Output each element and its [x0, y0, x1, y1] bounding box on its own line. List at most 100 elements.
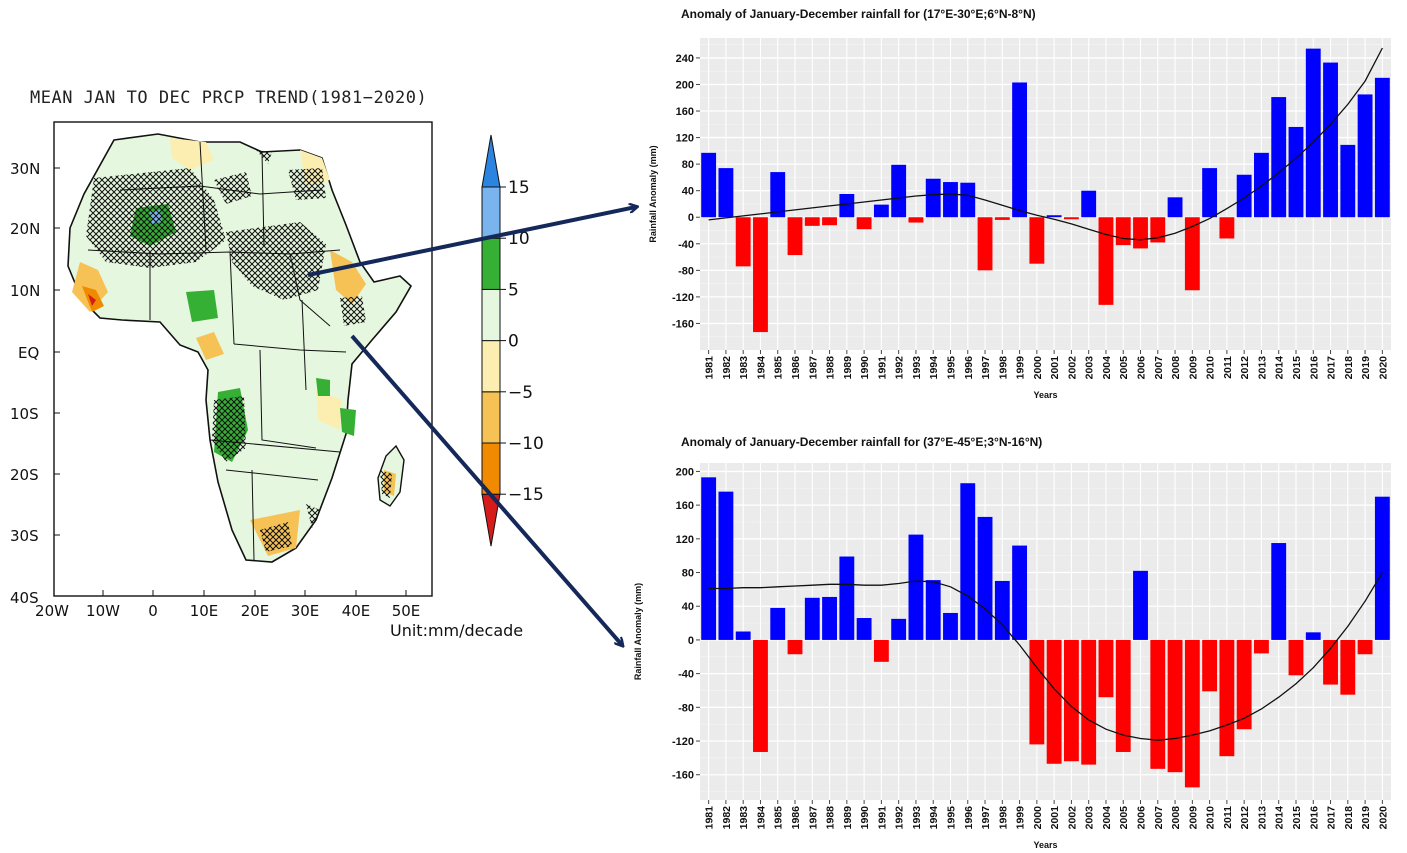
y-tick-label: 160 — [676, 106, 694, 118]
bar-1987 — [804, 217, 820, 226]
y-tick-label: 80 — [682, 568, 694, 580]
y-tick-label: 200 — [676, 79, 694, 91]
bar-1994 — [925, 178, 941, 218]
bar-1999 — [1012, 82, 1028, 218]
connector-arrows — [307, 207, 636, 645]
bar-2017 — [1323, 639, 1338, 685]
bar-1989 — [839, 556, 855, 640]
bar-1983 — [735, 217, 751, 267]
y-axis-label: Rainfall Anomaly (mm) — [648, 145, 658, 242]
chart-title: Anomaly of January-December rainfall for… — [681, 435, 1042, 449]
x-tick-label: 1992 — [894, 806, 906, 830]
y-tick-label: 40 — [682, 186, 694, 198]
wet-patch-center — [186, 290, 218, 322]
bar-1992 — [891, 164, 907, 218]
y-tick-label: -40 — [678, 239, 694, 251]
bar-1992 — [891, 618, 907, 640]
x-tick-label: 2015 — [1291, 356, 1303, 380]
x-tick-label: 1993 — [911, 806, 923, 830]
bar-1999 — [1012, 545, 1028, 640]
arrow-to-bottom-chart — [350, 334, 622, 645]
bar-1997 — [977, 516, 993, 640]
bar-1986 — [787, 639, 803, 655]
x-tick-label: 1990 — [859, 356, 871, 380]
x-tick-label: 2000 — [1032, 356, 1044, 380]
x-tick-label: 2019 — [1360, 806, 1372, 830]
x-tick-label: 1996 — [963, 806, 975, 830]
bar-1998 — [994, 217, 1010, 220]
x-tick-label: 1984 — [755, 356, 767, 380]
x-tick-label: 1998 — [997, 356, 1009, 380]
bar-2005 — [1115, 217, 1131, 246]
y-tick-label: -40 — [678, 669, 694, 681]
lat-label: 10N — [10, 282, 40, 300]
trend-line — [708, 47, 1383, 241]
y-tick-label: 200 — [676, 466, 694, 478]
x-axis-label: Years — [1033, 390, 1057, 400]
bar-1990 — [856, 217, 872, 230]
x-tick-label: 2017 — [1326, 356, 1338, 380]
x-tick-label: 1981 — [704, 806, 716, 830]
bar-2004 — [1098, 217, 1114, 305]
significance-hatching — [86, 150, 392, 552]
colorbar-label: 0 — [508, 332, 519, 352]
x-tick-label: 2002 — [1066, 806, 1078, 830]
bar-1981 — [701, 152, 717, 218]
bar-2009 — [1184, 639, 1200, 788]
y-tick-label: -80 — [678, 702, 694, 714]
bar-1982 — [718, 491, 734, 640]
y-tick-label: -160 — [672, 770, 694, 782]
bar-2019 — [1357, 639, 1373, 655]
x-tick-label: 1981 — [704, 356, 716, 380]
x-tick-label: 2006 — [1136, 806, 1148, 830]
bar-1984 — [753, 639, 768, 752]
x-tick-label: 1986 — [790, 356, 802, 380]
x-tick-label: 2000 — [1032, 806, 1044, 830]
anomaly-chart-horn-of-africa: Anomaly of January-December rainfall for… — [633, 435, 1391, 850]
bar-2020 — [1374, 496, 1390, 640]
x-tick-label: 1992 — [894, 356, 906, 380]
x-tick-label: 1995 — [945, 806, 957, 830]
x-tick-label: 2016 — [1308, 356, 1320, 380]
arrow-to-top-chart — [307, 207, 636, 277]
dry-patch-central — [196, 332, 224, 360]
x-tick-label: 1994 — [928, 806, 940, 830]
bar-1989 — [839, 194, 855, 218]
y-tick-label: 80 — [682, 159, 694, 171]
x-tick-label: 2009 — [1187, 356, 1199, 380]
bar-1988 — [822, 596, 837, 640]
bar-2001 — [1046, 639, 1062, 764]
x-tick-label: 1996 — [963, 356, 975, 380]
x-tick-label: 2014 — [1274, 806, 1286, 830]
bar-1987 — [804, 597, 820, 640]
x-tick-label: 2013 — [1256, 806, 1268, 830]
y-tick-label: -160 — [672, 318, 694, 330]
bar-2002 — [1063, 639, 1079, 762]
bar-1991 — [873, 639, 889, 662]
lon-label: 30E — [291, 602, 320, 620]
x-tick-label: 2012 — [1239, 806, 1251, 830]
bar-2003 — [1081, 190, 1097, 218]
x-tick-label: 1990 — [859, 806, 871, 830]
bar-1988 — [822, 217, 837, 226]
x-tick-label: 1987 — [807, 356, 819, 380]
x-tick-label: 1987 — [807, 806, 819, 830]
x-tick-label: 2014 — [1274, 356, 1286, 380]
lon-label: 50E — [392, 602, 421, 620]
bar-2001 — [1046, 215, 1062, 218]
x-tick-label: 1989 — [842, 806, 854, 830]
dry-patch-horn — [330, 250, 366, 304]
latitude-axis: 30N 20N 10N EQ 10S 20S 30S 40S — [10, 160, 60, 607]
x-tick-label: 1985 — [773, 806, 785, 830]
bar-2000 — [1029, 639, 1045, 745]
x-tick-label: 1999 — [1015, 806, 1027, 830]
colorbar-segment — [481, 340, 501, 393]
lat-label: 40S — [10, 589, 39, 607]
bar-2010 — [1202, 639, 1218, 692]
bar-1983 — [735, 631, 751, 640]
x-tick-label: 2018 — [1343, 356, 1355, 380]
bar-1998 — [994, 580, 1010, 640]
y-tick-label: -80 — [678, 265, 694, 277]
